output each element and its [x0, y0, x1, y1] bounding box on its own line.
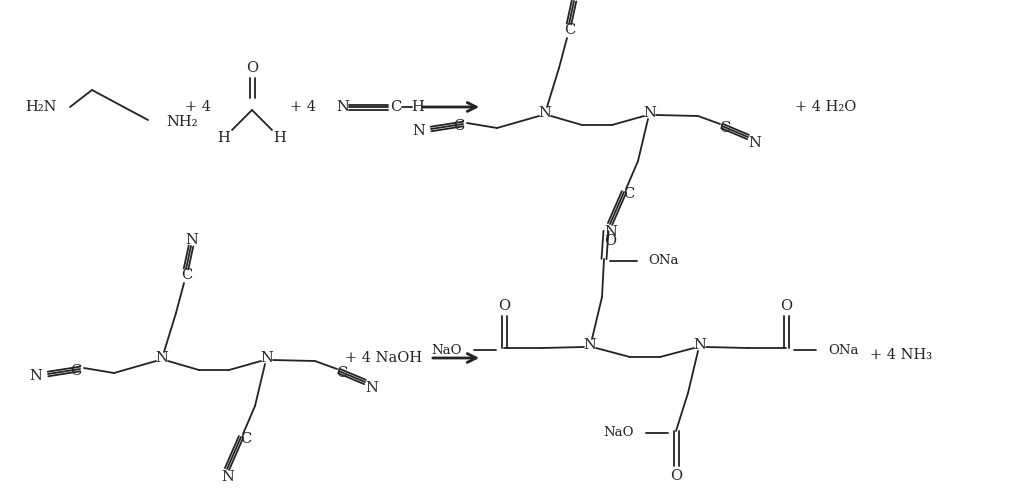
Text: N: N	[30, 369, 42, 383]
Text: H: H	[273, 131, 287, 145]
Text: C: C	[624, 187, 635, 201]
Text: O: O	[604, 234, 616, 248]
Text: N: N	[366, 381, 379, 395]
Text: N: N	[413, 124, 425, 138]
Text: + 4 H₂O: + 4 H₂O	[795, 100, 856, 114]
Text: C: C	[336, 366, 347, 380]
Text: ONa: ONa	[648, 254, 679, 268]
Text: C: C	[720, 121, 731, 135]
Text: N: N	[584, 338, 596, 352]
Text: O: O	[670, 469, 682, 483]
Text: N: N	[336, 100, 349, 114]
Text: C: C	[390, 100, 401, 114]
Text: N: N	[693, 338, 707, 352]
Text: C: C	[71, 364, 82, 378]
Text: C: C	[564, 23, 575, 37]
Text: NaO: NaO	[431, 344, 462, 356]
Text: + 4: + 4	[185, 100, 211, 114]
Text: N: N	[749, 136, 762, 150]
Text: N: N	[604, 225, 617, 239]
Text: H: H	[218, 131, 230, 145]
Text: O: O	[780, 299, 792, 313]
Text: + 4 NaOH: + 4 NaOH	[345, 351, 422, 365]
Text: C: C	[241, 432, 252, 446]
Text: N: N	[221, 470, 234, 484]
Text: C: C	[181, 268, 193, 282]
Text: O: O	[246, 61, 258, 75]
Text: ONa: ONa	[828, 344, 858, 356]
Text: NaO: NaO	[603, 427, 634, 439]
Text: N: N	[643, 106, 656, 120]
Text: N: N	[260, 351, 273, 365]
Text: N: N	[539, 106, 552, 120]
Text: C: C	[454, 119, 465, 133]
Text: N: N	[156, 351, 168, 365]
Text: O: O	[498, 299, 510, 313]
Text: H: H	[412, 100, 424, 114]
Text: + 4 NH₃: + 4 NH₃	[870, 348, 932, 362]
Text: + 4: + 4	[290, 100, 316, 114]
Text: NH₂: NH₂	[166, 115, 198, 129]
Text: N: N	[568, 0, 582, 2]
Text: N: N	[185, 233, 199, 247]
Text: H₂N: H₂N	[25, 100, 56, 114]
